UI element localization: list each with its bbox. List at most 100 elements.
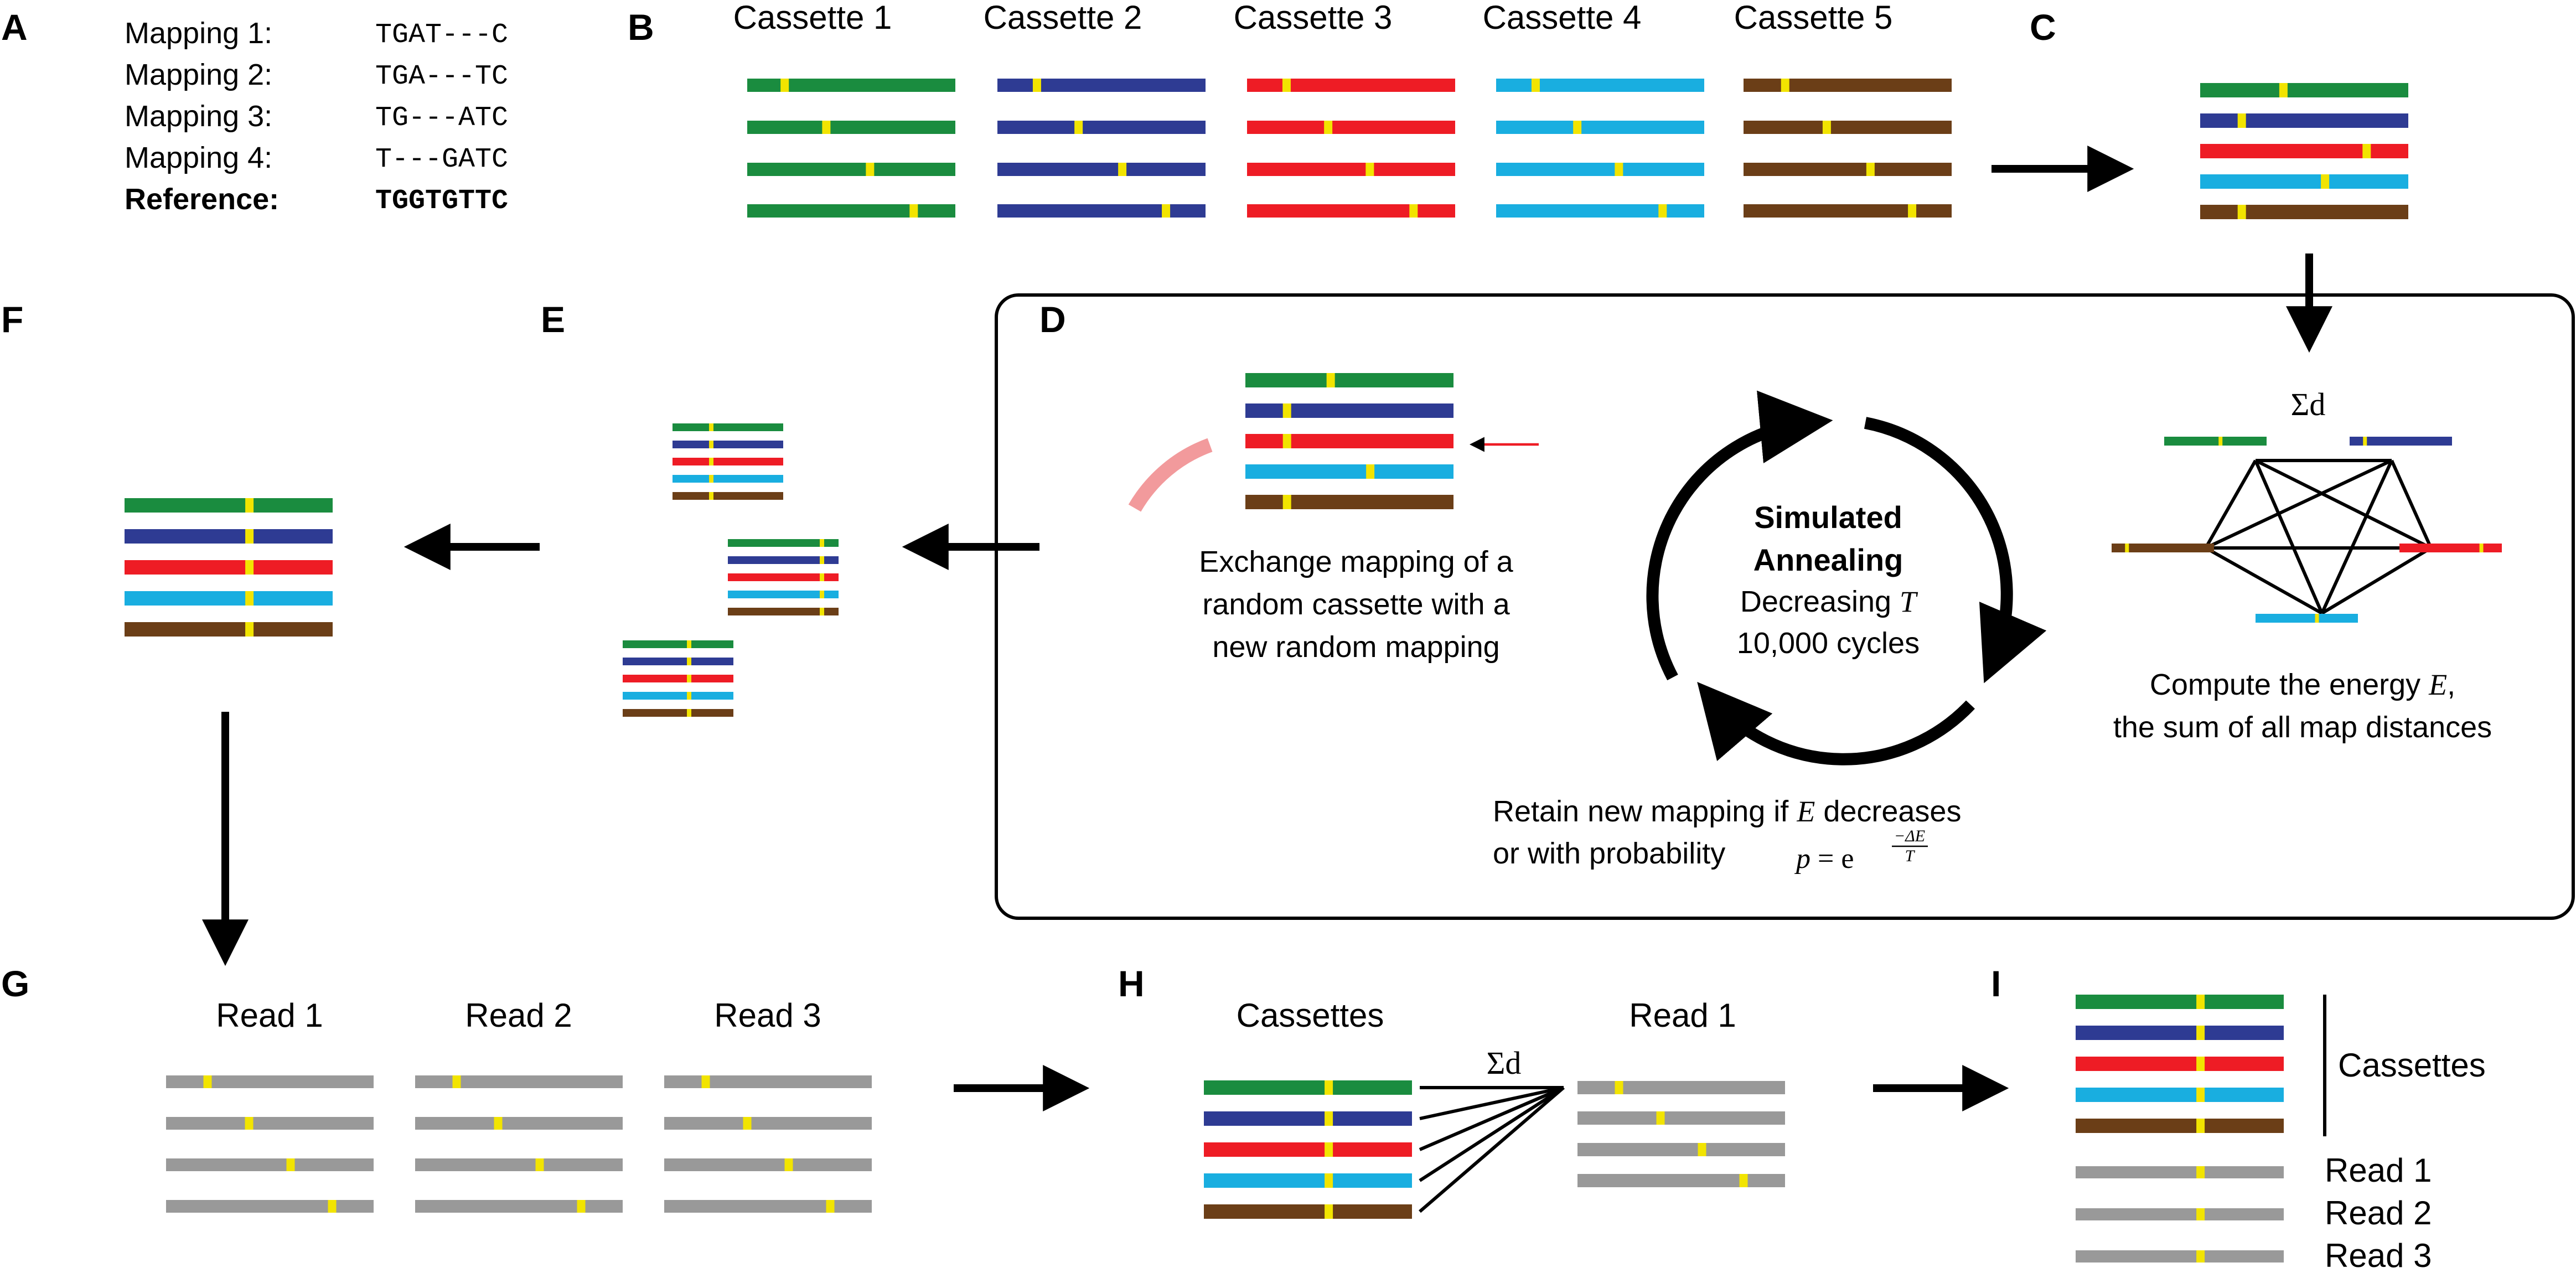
candidate-assemblies [623, 423, 839, 717]
mutation-marker [2196, 1166, 2205, 1178]
mutation-marker [1325, 1111, 1333, 1126]
mutation-marker [245, 622, 254, 637]
brown-cassette-bar [1204, 1204, 1412, 1219]
distance-edge [2205, 459, 2393, 550]
blue-cassette-bar [1245, 403, 1453, 418]
panel-label-g: G [1, 963, 29, 1004]
mutation-marker [577, 1200, 586, 1213]
mutation-marker [245, 560, 254, 575]
mutation-marker [2315, 614, 2319, 623]
annealing-cycle: Simulated Annealing Decreasing T 10,000 … [1646, 390, 2047, 765]
mutation-marker [1162, 204, 1171, 218]
mutation-marker [2196, 1250, 2205, 1263]
formula-denominator: T [1905, 847, 1916, 865]
formula-base: p = e [1794, 843, 1854, 875]
cassettes-label: Cassettes [2338, 1047, 2486, 1084]
panel-label-a: A [1, 7, 28, 48]
blue-cassette-bar [125, 529, 333, 544]
mutation-marker [2196, 1208, 2205, 1220]
red-cassette-bar [1247, 121, 1455, 134]
energy-caption: Compute the energy E, [2150, 668, 2455, 701]
mutation-marker [820, 591, 824, 598]
cassette-read-comparison [1204, 1080, 1785, 1219]
cassette-title: Cassette 1 [733, 0, 892, 36]
mutation-marker [1822, 121, 1831, 134]
cyan-cassette-bar [728, 591, 839, 598]
cyan-cassette-bar [623, 692, 733, 700]
blue-cassette-bar [997, 163, 1206, 176]
mutation-marker [1282, 495, 1291, 509]
mutation-marker [1908, 204, 1917, 218]
read-title: Read 2 [465, 997, 572, 1034]
retain-caption: or with probability [1493, 837, 1725, 870]
read-bar [166, 1075, 374, 1088]
mutation-marker [245, 498, 254, 513]
read-label: Read 2 [2325, 1194, 2432, 1232]
mutation-marker [2362, 144, 2371, 158]
mutation-marker [826, 1200, 835, 1213]
distance-edge [2205, 546, 2323, 615]
blue-cassette-bar [997, 204, 1206, 218]
final-alignment [2076, 995, 2284, 1263]
red-cassette-bar [2200, 144, 2408, 158]
green-cassette-bar [2200, 83, 2408, 97]
mutation-marker [1698, 1143, 1706, 1156]
red-cassette-bar [1204, 1142, 1412, 1157]
mutation-marker [2237, 205, 2246, 219]
mutation-marker [494, 1117, 503, 1130]
mutation-marker [452, 1075, 461, 1088]
panel-label-h: H [1118, 963, 1145, 1004]
mapping-sequence: TGAT---C [375, 19, 508, 51]
red-cassette-bar [1247, 163, 1455, 176]
green-cassette-bar [125, 498, 333, 513]
sum-distance-symbol: Σd [2291, 386, 2326, 422]
cassette-title: Cassette 2 [984, 0, 1142, 36]
green-cassette-bar [747, 79, 955, 92]
red-cassette-bar [623, 675, 733, 682]
panel-label-d: D [1039, 299, 1066, 340]
green-cassette-bar [623, 640, 733, 648]
read-bar [166, 1117, 374, 1130]
mapping-sequence: TGA---TC [375, 61, 508, 92]
mutation-marker [1324, 121, 1333, 134]
mutation-marker [866, 163, 875, 176]
red-cassette-bar [728, 573, 839, 581]
read-bar [664, 1200, 872, 1213]
mapping-stack [1245, 373, 1453, 509]
read-bar [664, 1075, 872, 1088]
candidate-assembly [2200, 83, 2408, 219]
mutation-marker [1282, 434, 1291, 448]
blue-cassette-bar [623, 658, 733, 665]
mutation-marker [709, 423, 713, 431]
cyan-cassette-bar [2200, 174, 2408, 189]
read-title: Read 1 [216, 997, 323, 1034]
cyan-cassette-bar [1204, 1173, 1412, 1188]
best-assembly [125, 498, 333, 637]
mutation-marker [687, 658, 691, 665]
read-label: Read 1 [2325, 1152, 2432, 1189]
brown-cassette-bar [2112, 544, 2214, 552]
mutation-marker [1409, 204, 1418, 218]
mutation-marker [1656, 1111, 1665, 1125]
blue-cassette-bar [728, 556, 839, 564]
exchange-caption: new random mapping [1212, 630, 1499, 664]
cyan-cassette-bar [125, 591, 333, 606]
green-cassette-bar [2164, 437, 2267, 446]
panel-label-i: I [1991, 963, 2001, 1004]
mutation-marker [1326, 373, 1335, 387]
mutation-marker [701, 1075, 710, 1088]
mutation-marker [2479, 544, 2484, 552]
mutation-marker [1325, 1173, 1333, 1188]
mapping-sequence: TG---ATC [375, 102, 508, 134]
mutation-marker [820, 573, 824, 581]
mutation-marker [1282, 403, 1291, 418]
mutation-marker [1118, 163, 1127, 176]
mutation-marker [820, 608, 824, 615]
mutation-marker [535, 1158, 544, 1171]
cassette-title: Cassette 3 [1234, 0, 1393, 36]
mutation-marker [1325, 1204, 1333, 1219]
blue-cassette-bar [997, 79, 1206, 92]
mutation-marker [820, 539, 824, 547]
cycle-temperature: Decreasing T [1740, 585, 1918, 618]
panel-label-b: B [628, 7, 654, 48]
